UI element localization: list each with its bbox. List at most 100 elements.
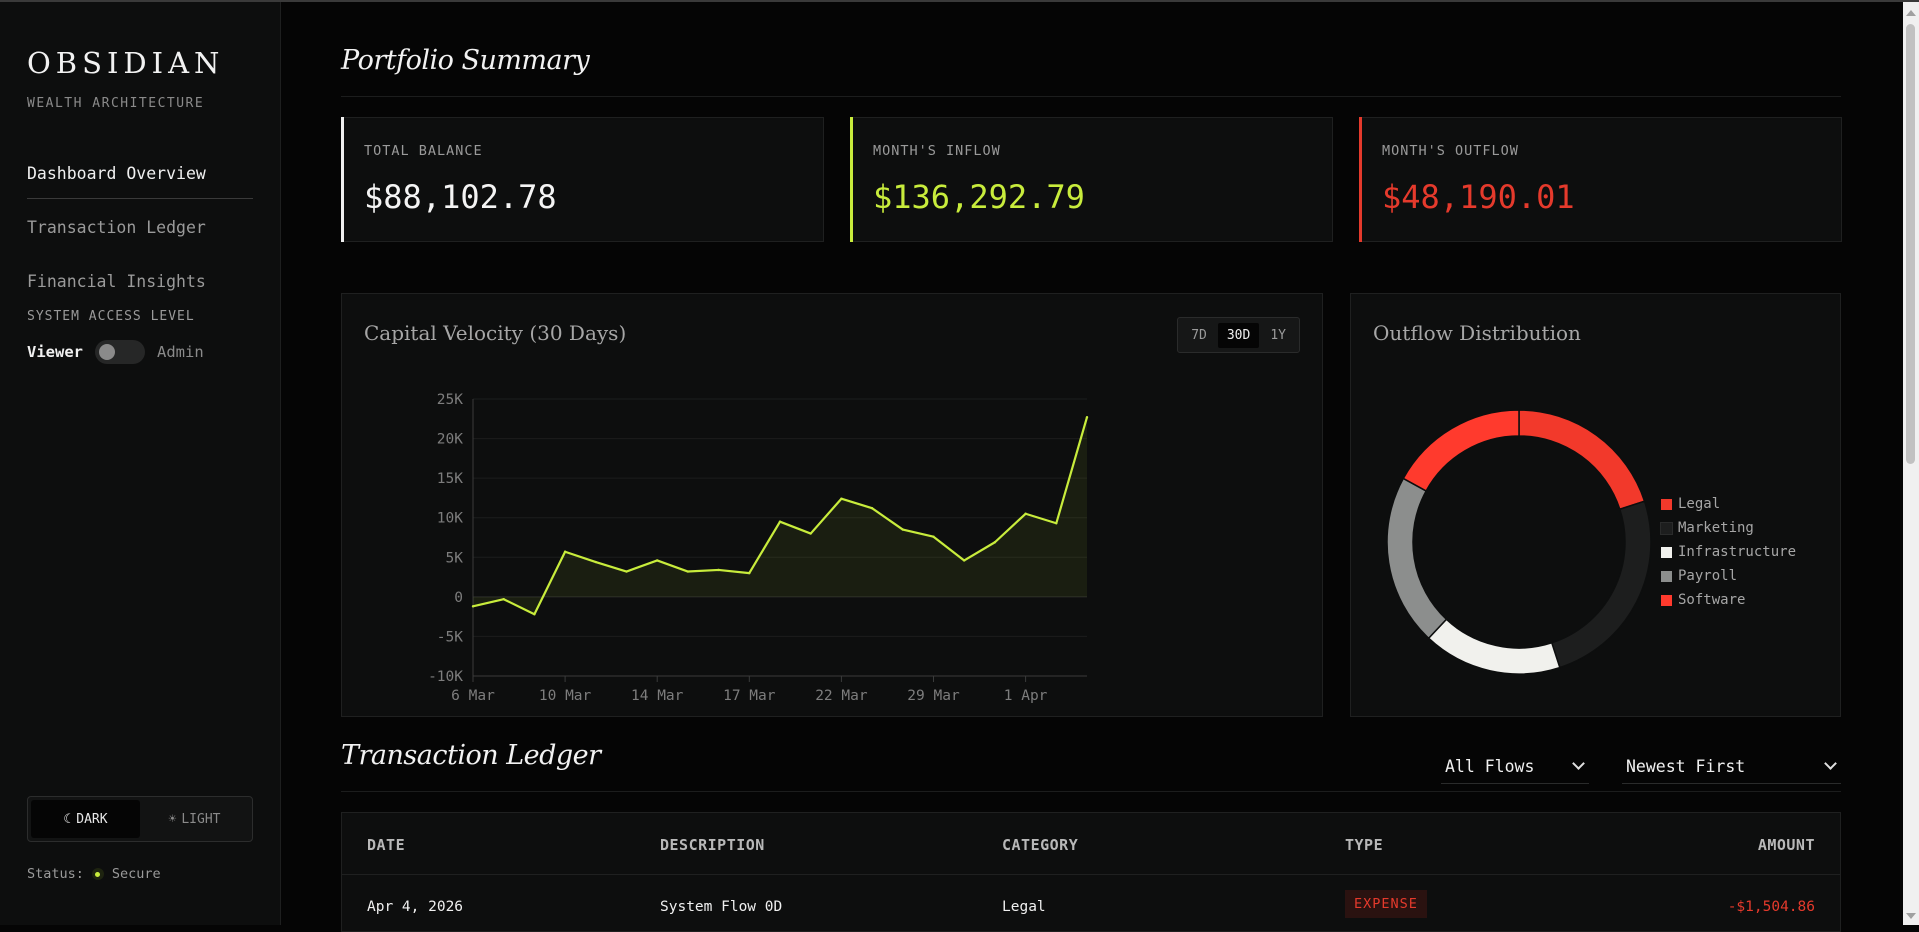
legend-swatch — [1661, 498, 1672, 510]
velocity-point — [809, 532, 812, 535]
legend-label: Legal — [1678, 496, 1721, 512]
brand-tagline: WEALTH ARCHITECTURE — [27, 96, 205, 111]
theme-light-label: LIGHT — [181, 811, 221, 827]
sun-icon: ☀ — [168, 811, 177, 827]
stat-card-monthly-inflow: MONTH'S INFLOW $136,292.79 — [850, 117, 1333, 242]
nav-item-dashboard-overview[interactable]: Dashboard Overview — [27, 164, 206, 183]
velocity-point — [778, 520, 782, 523]
stat-accent-bar — [341, 117, 344, 242]
status-indicator: Status: Secure — [27, 866, 161, 882]
velocity-point — [563, 550, 567, 553]
legend-label: Marketing — [1678, 520, 1754, 536]
legend-item-software[interactable]: Software — [1661, 588, 1796, 612]
section-divider — [341, 96, 1841, 97]
role-toggle[interactable] — [95, 340, 145, 364]
velocity-point — [932, 535, 935, 538]
sidebar: OBSIDIAN WEALTH ARCHITECTURE Dashboard O… — [0, 2, 281, 925]
legend-item-legal[interactable]: Legal — [1661, 492, 1796, 516]
moon-icon: ☾ — [63, 811, 72, 827]
stat-accent-bar — [850, 117, 853, 242]
donut-slice-software — [1402, 409, 1520, 492]
legend-swatch — [1660, 521, 1673, 535]
range-1y-button[interactable]: 1Y — [1270, 327, 1286, 343]
legend-item-marketing[interactable]: Marketing — [1660, 516, 1796, 540]
x-tick-label: 17 Mar — [723, 688, 776, 704]
row-date: Apr 4, 2026 — [367, 899, 464, 915]
velocity-point — [840, 497, 843, 500]
role-admin-label: Admin — [157, 343, 204, 361]
status-value: Secure — [111, 866, 161, 882]
outflow-distribution-panel: Outflow Distribution Legal Marketing Infra… — [1350, 293, 1841, 717]
theme-switch: ☾ DARK ☀ LIGHT — [27, 796, 253, 842]
legend-swatch — [1661, 594, 1672, 606]
status-label: Status: — [27, 866, 84, 882]
capital-velocity-chart: 25K 20K 15K 10K 5K 0 -5K -10K 6 Mar 10 Mar 14 Mar 1… — [428, 392, 1089, 704]
donut-slice-infrastructure — [1427, 618, 1561, 675]
nav-item-financial-insights[interactable]: Financial Insights — [27, 272, 206, 291]
flow-filter-value: All Flows — [1445, 757, 1535, 776]
velocity-point — [533, 613, 536, 616]
x-tick-label: 1 Apr — [1004, 688, 1048, 704]
role-switcher: Viewer Admin — [27, 340, 204, 364]
velocity-point — [656, 559, 659, 562]
velocity-point — [502, 598, 505, 601]
stat-card-total-balance: TOTAL BALANCE $88,102.78 — [341, 117, 824, 242]
legend-item-payroll[interactable]: Payroll — [1661, 564, 1796, 588]
x-tick-label: 22 Mar — [815, 688, 868, 704]
chevron-down-icon — [1824, 757, 1837, 770]
access-level-label: SYSTEM ACCESS LEVEL — [27, 309, 195, 324]
y-tick-label: 25K — [437, 392, 463, 408]
outflow-donut-chart — [1386, 409, 1652, 675]
y-tick-label: -5K — [437, 629, 463, 645]
legend-label: Infrastructure — [1678, 544, 1797, 560]
x-tick-label: 14 Mar — [631, 688, 684, 704]
legend-label: Payroll — [1678, 568, 1738, 584]
column-header-description[interactable]: DESCRIPTION — [660, 836, 765, 854]
legend-swatch — [1661, 546, 1672, 558]
x-tick-label: 6 Mar — [451, 688, 495, 704]
velocity-point — [901, 528, 904, 531]
sort-order-value: Newest First — [1626, 757, 1746, 776]
column-header-type[interactable]: TYPE — [1345, 836, 1384, 854]
velocity-point — [1024, 512, 1027, 515]
range-7d-button[interactable]: 7D — [1191, 327, 1207, 343]
sort-order-select[interactable]: Newest First — [1622, 750, 1841, 784]
scroll-up-arrow-icon[interactable] — [1906, 10, 1916, 16]
column-header-category[interactable]: CATEGORY — [1002, 836, 1079, 854]
row-type-badge: EXPENSE — [1345, 890, 1427, 918]
nav-active-indicator — [27, 198, 253, 199]
stat-label: TOTAL BALANCE — [364, 143, 483, 159]
velocity-point — [717, 568, 720, 572]
nav-item-transaction-ledger[interactable]: Transaction Ledger — [27, 218, 206, 237]
column-header-amount[interactable]: AMOUNT — [1757, 836, 1815, 854]
row-category: Legal — [1002, 899, 1046, 915]
scrollbar-thumb[interactable] — [1906, 24, 1915, 464]
scroll-down-arrow-icon[interactable] — [1906, 913, 1916, 919]
velocity-point — [625, 570, 628, 573]
page-scrollbar[interactable] — [1903, 2, 1919, 925]
legend-label: Software — [1678, 592, 1746, 608]
theme-dark-button[interactable]: ☾ DARK — [31, 800, 140, 838]
stat-label: MONTH'S INFLOW — [873, 143, 1001, 159]
donut-slice-marketing — [1550, 500, 1652, 669]
column-header-date[interactable]: DATE — [367, 836, 406, 854]
velocity-point — [471, 605, 475, 608]
role-viewer-label: Viewer — [27, 343, 83, 361]
stat-value: $48,190.01 — [1382, 178, 1575, 216]
status-dot-icon — [91, 868, 104, 880]
velocity-point — [870, 507, 874, 510]
role-toggle-knob — [99, 344, 115, 360]
portfolio-summary-title: Portfolio Summary — [341, 45, 590, 76]
flow-filter-select[interactable]: All Flows — [1441, 750, 1589, 784]
velocity-point — [594, 560, 597, 564]
velocity-point — [748, 571, 751, 575]
row-description: System Flow 0D — [660, 899, 783, 915]
theme-light-button[interactable]: ☀ LIGHT — [140, 800, 249, 838]
capital-velocity-panel: Capital Velocity (30 Days) 7D 30D 1Y 25K… — [341, 293, 1323, 717]
stat-accent-bar — [1359, 117, 1362, 242]
velocity-point — [963, 559, 966, 562]
range-30d-button[interactable]: 30D — [1217, 322, 1260, 348]
legend-item-infrastructure[interactable]: Infrastructure — [1661, 540, 1796, 564]
velocity-point — [1085, 416, 1089, 419]
table-header: DATE DESCRIPTION CATEGORY TYPE AMOUNT — [342, 813, 1840, 875]
